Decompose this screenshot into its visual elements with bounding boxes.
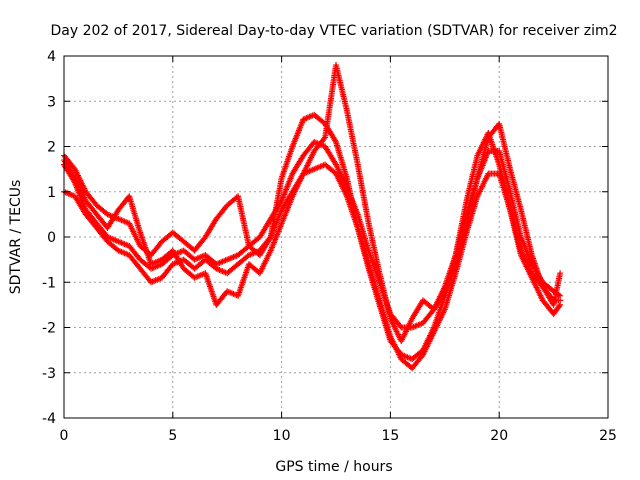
- data-points: [61, 62, 564, 372]
- series-trace: [62, 162, 563, 371]
- y-tick-label: -1: [42, 275, 56, 291]
- x-tick-labels: 0 5 10 15 20 25: [60, 428, 617, 444]
- y-tick-label: -2: [42, 321, 56, 337]
- y-tick-label: 1: [47, 185, 56, 201]
- chart-title: Day 202 of 2017, Sidereal Day-to-day VTE…: [51, 23, 618, 39]
- y-tick-label: -4: [42, 411, 56, 427]
- y-tick-label: 4: [47, 49, 56, 65]
- x-tick-label: 15: [381, 428, 399, 444]
- y-axis-label: SDTVAR / TECUs: [8, 180, 24, 295]
- series-trace: [61, 63, 563, 343]
- x-axis-label: GPS time / hours: [275, 459, 392, 475]
- y-tick-label: 2: [47, 140, 56, 156]
- x-tick-label: 5: [168, 428, 177, 444]
- y-tick-labels: -4 -3 -2 -1 0 1 2 3 4: [42, 49, 56, 427]
- x-tick-label: 25: [599, 428, 617, 444]
- y-tick-label: 3: [47, 94, 56, 110]
- ticks: [63, 55, 609, 419]
- series-track-4: [61, 62, 564, 345]
- x-tick-label: 10: [273, 428, 291, 444]
- series-track-3: [61, 161, 564, 372]
- y-tick-label: -3: [42, 366, 56, 382]
- x-tick-label: 20: [490, 428, 508, 444]
- x-tick-label: 0: [60, 428, 69, 444]
- y-tick-label: 0: [47, 230, 56, 246]
